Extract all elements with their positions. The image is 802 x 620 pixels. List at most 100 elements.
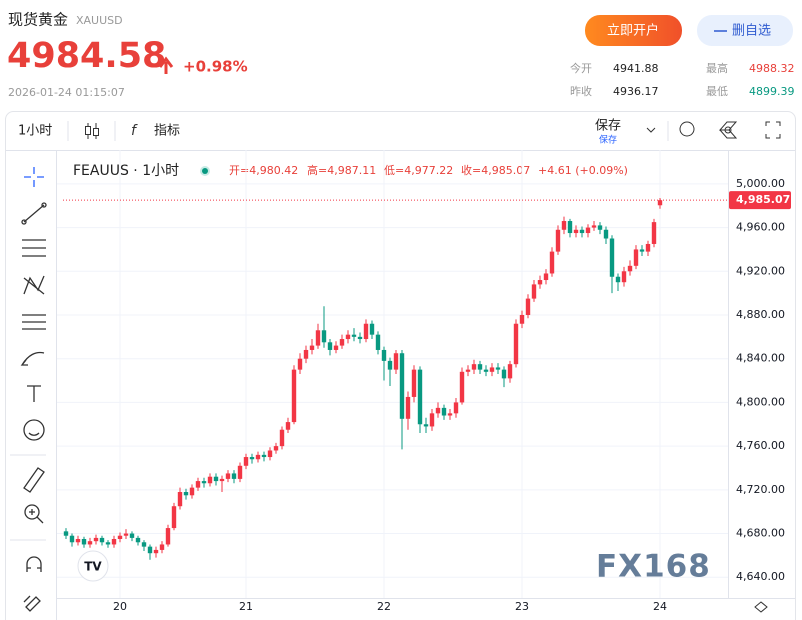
- candle-body: [231, 473, 237, 479]
- candle-body: [261, 454, 267, 458]
- dropdown[interactable]: [646, 127, 656, 133]
- candle-icon-body: [93, 128, 99, 136]
- candle-body: [609, 238, 615, 277]
- candle-body: [543, 273, 549, 281]
- candle-body: [351, 334, 357, 337]
- candle-body: [93, 537, 99, 542]
- candle-body: [483, 369, 489, 372]
- candle-body: [243, 457, 249, 466]
- y-tick-label: 4,880.00: [736, 308, 785, 321]
- candle-body: [285, 422, 291, 430]
- candle-body: [177, 492, 183, 507]
- candle-body: [471, 364, 477, 370]
- y-tick-label: 4,640.00: [736, 570, 785, 583]
- candle-body: [501, 369, 507, 379]
- candle-body: [339, 339, 345, 346]
- stat-value: 4936.17: [613, 85, 659, 98]
- candle-body: [603, 229, 609, 239]
- interval[interactable]: 1小时: [18, 124, 52, 139]
- y-tick-label: 4,800.00: [736, 395, 785, 408]
- candle-body: [639, 249, 645, 252]
- candle-body: [345, 334, 351, 340]
- candle-body: [435, 407, 441, 414]
- candle-body: [633, 249, 639, 266]
- symbol: XAUUSD: [76, 14, 123, 27]
- candle-body: [615, 276, 621, 283]
- save[interactable]: 保存: [595, 119, 621, 134]
- candle-body: [405, 396, 411, 419]
- legend-open: 开=4,980.42: [229, 164, 298, 177]
- candle-body: [561, 221, 567, 230]
- status-dot-inner: [202, 168, 208, 174]
- candle-body: [315, 330, 321, 346]
- candle-body: [489, 367, 495, 372]
- axis-settings[interactable]: [754, 601, 768, 613]
- legend-high: 高=4,987.11: [307, 163, 376, 177]
- candle-body: [525, 298, 531, 315]
- y-tick-label: 4,680.00: [736, 527, 785, 540]
- fx-icon[interactable]: f: [131, 123, 138, 139]
- candle-body: [183, 492, 189, 496]
- x-tick-label: 21: [239, 600, 253, 613]
- open-account-button[interactable]: [585, 15, 682, 46]
- candle-body: [573, 229, 579, 234]
- candle-body: [579, 229, 585, 234]
- settings-icon-dot: [724, 126, 732, 134]
- candle-body: [135, 537, 141, 543]
- replay-icon[interactable]: [679, 121, 695, 137]
- last-price-label: 4,985.07: [736, 193, 790, 206]
- price: 4984.58: [7, 36, 166, 76]
- settings-icon[interactable]: [718, 121, 738, 139]
- candle-body: [297, 358, 303, 370]
- candle-body: [537, 280, 543, 285]
- x-tick-label: 24: [653, 600, 667, 613]
- candle-body: [279, 429, 285, 447]
- x-tick-label: 20: [113, 600, 127, 613]
- candle-body: [567, 221, 573, 234]
- candle-body: [195, 481, 201, 488]
- y-tick-label: 4,720.00: [736, 483, 785, 496]
- y-tick-label: 4,960.00: [736, 221, 785, 234]
- change: +0.98%: [183, 58, 248, 76]
- candle-body: [495, 367, 501, 370]
- candle-body: [207, 476, 213, 484]
- candle-body: [267, 450, 273, 458]
- candle-body: [249, 457, 255, 460]
- candle-body: [291, 369, 297, 423]
- remove-watch-button[interactable]: [697, 15, 793, 46]
- candle-body: [597, 225, 603, 230]
- candle-body: [555, 229, 561, 252]
- candle-body: [465, 369, 471, 372]
- candle-body: [375, 334, 381, 350]
- candle-body: [237, 465, 243, 479]
- candle-body: [411, 369, 417, 397]
- y-tick-label: 4,920.00: [736, 264, 785, 277]
- candle-body: [63, 531, 69, 536]
- candle-body: [417, 369, 423, 425]
- watermark: FX168: [596, 549, 711, 585]
- stat-value: 4941.88: [613, 62, 659, 75]
- candle-body: [153, 549, 159, 554]
- candle-body: [111, 538, 117, 545]
- candle-body: [333, 345, 339, 350]
- indicators[interactable]: 指标: [154, 124, 180, 139]
- drawing-tools[interactable]: [20, 167, 47, 612]
- stat-value: 4988.32: [749, 62, 795, 75]
- series-name: FEAUUS · 1小时: [73, 163, 179, 179]
- candle-body: [657, 200, 663, 206]
- candle-body: [549, 251, 555, 274]
- candle-body: [513, 323, 519, 365]
- y-tick-label: 4,760.00: [736, 439, 785, 452]
- candle-icon-body: [85, 126, 91, 135]
- time: 2026-01-24 01:15:07: [8, 86, 125, 99]
- stats: 今开 4941.88 最高 4988.32 昨收 4936.17 最低 4899.39: [570, 61, 795, 98]
- candle-body: [105, 542, 111, 545]
- stat-label: 最高: [706, 61, 728, 75]
- tv-logo: [77, 550, 109, 582]
- candle-body: [477, 364, 483, 370]
- up-arrow: [158, 56, 174, 74]
- fullscreen-icon[interactable]: [765, 121, 781, 139]
- stat-label: 今开: [570, 61, 592, 75]
- candle-body: [147, 546, 153, 554]
- candle-body: [645, 243, 651, 252]
